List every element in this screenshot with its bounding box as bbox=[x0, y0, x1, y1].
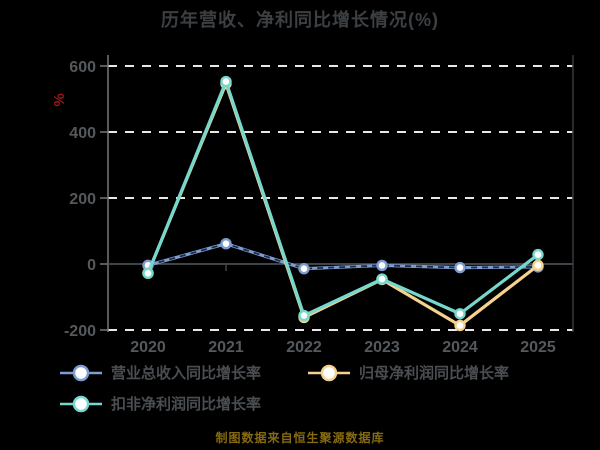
x-tick-label-2025: 2025 bbox=[520, 339, 556, 356]
legend-row-1: 营业总收入同比增长率 归母净利润同比增长率 bbox=[60, 357, 580, 388]
y-axis-unit-label: % bbox=[51, 93, 68, 106]
y-tick-label-200: 200 bbox=[69, 191, 96, 208]
series-line-dash-overlay-revenue-growth bbox=[147, 242, 539, 270]
series-point-revenue-growth-2023 bbox=[376, 259, 388, 272]
legend-item-deducted-net-profit-growth: 扣非净利润同比增长率 bbox=[60, 393, 308, 414]
revenue-growth-line-marker-icon bbox=[60, 364, 102, 381]
x-tick-label-2024: 2024 bbox=[442, 339, 478, 356]
legend-label-deducted-net-profit-growth: 扣非净利润同比增长率 bbox=[111, 396, 262, 413]
legend-row-2: 扣非净利润同比增长率 bbox=[60, 388, 580, 419]
series-point-deducted-net-profit-growth-2024 bbox=[454, 308, 466, 320]
series-point-revenue-growth-2022 bbox=[298, 262, 310, 275]
net-profit-growth-line-marker-icon bbox=[308, 364, 350, 381]
legend-label-revenue-growth: 营业总收入同比增长率 bbox=[111, 365, 262, 382]
y-tick-label-0: 0 bbox=[87, 257, 96, 274]
x-tick-label-2022: 2022 bbox=[286, 339, 322, 356]
data-source-note: 制图数据来自恒生聚源数据库 bbox=[215, 431, 385, 445]
series-point-deducted-net-profit-growth-2021 bbox=[220, 75, 232, 88]
y-tick-label-600: 600 bbox=[69, 59, 96, 76]
series-point-net-profit-growth-2025 bbox=[532, 259, 544, 272]
series-line-deducted-net-profit-growth bbox=[146, 79, 539, 318]
chart-title: 历年营收、净利同比增长情况(%) bbox=[161, 10, 439, 30]
x-tick-label-2021: 2021 bbox=[208, 339, 244, 356]
chart-legend: 营业总收入同比增长率 归母净利润同比增长率 扣非净利润同比增长率 bbox=[60, 357, 580, 419]
series-line-net-profit-growth bbox=[146, 82, 539, 328]
y-tick-label-400: 400 bbox=[69, 125, 96, 142]
x-tick-label-2023: 2023 bbox=[364, 339, 400, 356]
legend-item-net-profit-growth: 归母净利润同比增长率 bbox=[308, 362, 509, 383]
series-point-deducted-net-profit-growth-2020 bbox=[142, 267, 154, 280]
y-tick-label--200: -200 bbox=[64, 323, 96, 340]
plot-area: % 600 400 200 0 -200 2020 2021 2022 2023 2024 2025 bbox=[51, 55, 574, 356]
legend-item-revenue-growth: 营业总收入同比增长率 bbox=[60, 362, 308, 383]
legend-label-net-profit-growth: 归母净利润同比增长率 bbox=[359, 365, 510, 382]
series-point-net-profit-growth-2024 bbox=[454, 319, 466, 332]
series-point-revenue-growth-2024 bbox=[454, 261, 466, 274]
series-point-deducted-net-profit-growth-2023 bbox=[376, 273, 388, 285]
series-point-deducted-net-profit-growth-2022 bbox=[298, 309, 310, 322]
series-point-revenue-growth-2021 bbox=[220, 238, 232, 250]
series-point-deducted-net-profit-growth-2025 bbox=[532, 248, 544, 261]
deducted-net-profit-growth-line-marker-icon bbox=[60, 395, 102, 412]
x-tick-label-2020: 2020 bbox=[130, 339, 166, 356]
